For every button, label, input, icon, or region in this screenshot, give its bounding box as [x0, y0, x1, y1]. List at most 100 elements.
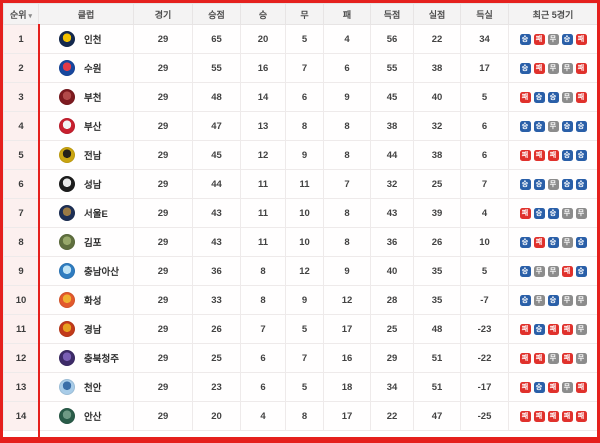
club-cell[interactable]: 화성 — [38, 285, 134, 315]
losses-cell: 4 — [323, 24, 371, 54]
club-cell[interactable]: 충남아산 — [38, 256, 134, 286]
wins-cell: 14 — [240, 82, 286, 112]
matches-cell: 29 — [133, 401, 193, 431]
club-cell[interactable]: 전남 — [38, 140, 134, 170]
losses-cell: 8 — [323, 198, 371, 228]
wins-cell: 4 — [240, 401, 286, 431]
rank-cell: 2 — [3, 53, 39, 83]
club-cell[interactable]: 부천 — [38, 82, 134, 112]
club-cell[interactable]: 서울E — [38, 198, 134, 228]
rank-cell: 10 — [3, 285, 39, 315]
matches-cell: 29 — [133, 53, 193, 83]
draw-badge: 무 — [561, 236, 573, 248]
loss-badge: 패 — [519, 410, 531, 422]
wins-cell: 13 — [240, 111, 286, 141]
draw-badge: 무 — [547, 33, 559, 45]
club-logo-icon — [59, 408, 75, 424]
club-cell[interactable]: 안산 — [38, 401, 134, 431]
win-badge: 승 — [533, 381, 545, 393]
table-row[interactable]: 4 부산 29 47 13 8 8 38 32 6 승 승 무 승 승 — [3, 111, 597, 141]
wins-cell: 20 — [240, 24, 286, 54]
matches-cell: 29 — [133, 111, 193, 141]
header-rank[interactable]: 순위 ▾ — [3, 3, 39, 25]
table-row[interactable]: 2 수원 29 55 16 7 6 55 38 17 승 패 무 무 패 — [3, 53, 597, 83]
table-row[interactable]: 12 충북청주 29 25 6 7 16 29 51 -22 패 패 무 패 무 — [3, 343, 597, 373]
table-row[interactable]: 11 경남 29 26 7 5 17 25 48 -23 패 승 패 패 무 — [3, 314, 597, 344]
table-header-row: 순위 ▾ 클럽 경기 승점 승 무 패 득점 실점 득실 최근 5경기 — [3, 3, 597, 25]
header-losses: 패 — [323, 3, 371, 25]
matches-cell: 29 — [133, 198, 193, 228]
header-points: 승점 — [192, 3, 241, 25]
club-cell[interactable]: 김포 — [38, 227, 134, 257]
header-goals-for: 득점 — [370, 3, 414, 25]
table-row[interactable]: 3 부천 29 48 14 6 9 45 40 5 패 승 승 무 패 — [3, 82, 597, 112]
draw-badge: 무 — [575, 294, 587, 306]
loss-badge: 패 — [575, 33, 587, 45]
goals-for-cell: 40 — [370, 256, 414, 286]
draws-cell: 8 — [285, 401, 324, 431]
goal-diff-cell: -25 — [460, 401, 509, 431]
rank-cell: 5 — [3, 140, 39, 170]
win-badge: 승 — [547, 207, 559, 219]
loss-badge: 패 — [533, 149, 545, 161]
loss-badge: 패 — [561, 323, 573, 335]
club-cell[interactable]: 부산 — [38, 111, 134, 141]
rank-cell: 6 — [3, 169, 39, 199]
club-cell[interactable]: 경남 — [38, 314, 134, 344]
win-badge: 승 — [561, 33, 573, 45]
draws-cell: 5 — [285, 24, 324, 54]
goal-diff-cell: 34 — [460, 24, 509, 54]
goals-for-cell: 44 — [370, 140, 414, 170]
goals-for-cell: 36 — [370, 227, 414, 257]
club-logo-icon — [59, 321, 75, 337]
goals-against-cell: 32 — [413, 111, 461, 141]
goal-diff-cell: -23 — [460, 314, 509, 344]
club-cell[interactable]: 인천 — [38, 24, 134, 54]
matches-cell: 29 — [133, 372, 193, 402]
loss-badge: 패 — [519, 207, 531, 219]
standings-table: 순위 ▾ 클럽 경기 승점 승 무 패 득점 실점 득실 최근 5경기 1 인천 29… — [3, 3, 597, 431]
club-logo-icon — [59, 118, 75, 134]
club-name: 부산 — [84, 122, 102, 133]
draw-badge: 무 — [561, 62, 573, 74]
table-row[interactable]: 5 전남 29 45 12 9 8 44 38 6 패 패 패 승 승 — [3, 140, 597, 170]
club-cell[interactable]: 천안 — [38, 372, 134, 402]
goal-diff-cell: 5 — [460, 82, 509, 112]
draw-badge: 무 — [547, 178, 559, 190]
loss-badge: 패 — [533, 236, 545, 248]
club-logo-icon — [59, 89, 75, 105]
club-cell[interactable]: 충북청주 — [38, 343, 134, 373]
table-row[interactable]: 8 김포 29 43 11 10 8 36 26 10 승 패 승 무 승 — [3, 227, 597, 257]
win-badge: 승 — [519, 62, 531, 74]
club-cell[interactable]: 성남 — [38, 169, 134, 199]
club-cell[interactable]: 수원 — [38, 53, 134, 83]
points-cell: 26 — [192, 314, 241, 344]
club-logo-icon — [59, 292, 75, 308]
win-badge: 승 — [575, 265, 587, 277]
goal-diff-cell: 6 — [460, 111, 509, 141]
table-row[interactable]: 9 충남아산 29 36 8 12 9 40 35 5 승 무 무 패 승 — [3, 256, 597, 286]
header-recent: 최근 5경기 — [508, 3, 597, 25]
goals-against-cell: 38 — [413, 140, 461, 170]
goal-diff-cell: 10 — [460, 227, 509, 257]
table-row[interactable]: 6 성남 29 44 11 11 7 32 25 7 승 승 무 승 승 — [3, 169, 597, 199]
loss-badge: 패 — [575, 381, 587, 393]
win-badge: 승 — [561, 149, 573, 161]
win-badge: 승 — [519, 33, 531, 45]
table-row[interactable]: 10 화성 29 33 8 9 12 28 35 -7 승 무 승 무 무 — [3, 285, 597, 315]
table-row[interactable]: 14 안산 29 20 4 8 17 22 47 -25 패 패 패 패 패 — [3, 401, 597, 431]
table-row[interactable]: 7 서울E 29 43 11 10 8 43 39 4 패 승 승 무 무 — [3, 198, 597, 228]
table-row[interactable]: 13 천안 29 23 6 5 18 34 51 -17 패 승 패 무 패 — [3, 372, 597, 402]
goals-for-cell: 32 — [370, 169, 414, 199]
table-row[interactable]: 1 인천 29 65 20 5 4 56 22 34 승 패 무 승 패 — [3, 24, 597, 54]
loss-badge: 패 — [561, 352, 573, 364]
points-cell: 48 — [192, 82, 241, 112]
loss-badge: 패 — [533, 352, 545, 364]
points-cell: 55 — [192, 53, 241, 83]
wins-cell: 16 — [240, 53, 286, 83]
